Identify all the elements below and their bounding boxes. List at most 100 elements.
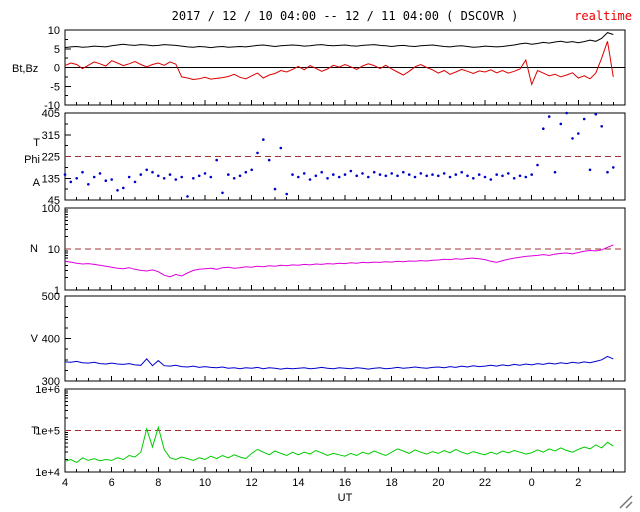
phi-dot bbox=[197, 174, 201, 178]
phi-dot bbox=[454, 173, 458, 176]
y-tick-label: 1 bbox=[54, 285, 60, 297]
phi-dot bbox=[215, 158, 218, 162]
phi-dot bbox=[372, 170, 376, 174]
phi-dot bbox=[407, 173, 411, 176]
y-tick-label: 1e+5 bbox=[35, 426, 60, 438]
phi-dot bbox=[442, 172, 446, 175]
x-tick-label: 0 bbox=[529, 477, 535, 489]
x-axis-label: UT bbox=[338, 492, 353, 504]
phi-dot bbox=[203, 172, 207, 175]
phi-dot bbox=[419, 172, 423, 175]
phi-dot bbox=[355, 174, 359, 178]
phi-dot bbox=[477, 173, 481, 176]
phi-dot bbox=[495, 173, 499, 176]
realtime-label: realtime bbox=[574, 9, 632, 23]
ylabel-phi: Phi bbox=[24, 154, 40, 166]
phi-dot bbox=[524, 175, 528, 179]
phi-dot bbox=[232, 177, 236, 180]
x-tick-label: 22 bbox=[479, 477, 491, 489]
x-tick-label: 2 bbox=[575, 477, 581, 489]
y-tick-label: 0 bbox=[54, 63, 60, 75]
phi-dot bbox=[606, 170, 609, 174]
phi-dot bbox=[192, 177, 195, 180]
resize-grip-icon[interactable] bbox=[619, 495, 633, 509]
x-tick-label: 8 bbox=[155, 477, 161, 489]
phi-dot bbox=[227, 173, 230, 176]
phi-dot bbox=[186, 195, 189, 198]
phi-dot bbox=[448, 175, 452, 179]
x-tick-label: 12 bbox=[246, 477, 258, 489]
series-t bbox=[64, 425, 614, 463]
phi-dot bbox=[536, 163, 539, 167]
phi-dot bbox=[437, 174, 440, 178]
phi-dot bbox=[466, 174, 469, 178]
series-n bbox=[64, 244, 614, 278]
phi-dot bbox=[472, 177, 475, 180]
phi-dot bbox=[367, 175, 370, 179]
phi-dot bbox=[349, 169, 353, 173]
phi-dot bbox=[489, 178, 493, 181]
phi-dot bbox=[302, 172, 306, 175]
phi-dot bbox=[297, 175, 300, 179]
y-tick-label: 5 bbox=[54, 44, 60, 56]
phi-dot bbox=[501, 174, 504, 178]
plot-title: 2017 / 12 / 10 04:00 -- 12 / 11 04:00 ( … bbox=[172, 9, 519, 23]
y-tick-label: 405 bbox=[42, 108, 60, 120]
phi-dot bbox=[512, 177, 516, 180]
series-v bbox=[64, 355, 614, 370]
phi-dot bbox=[326, 177, 329, 180]
phi-dot bbox=[116, 189, 119, 192]
phi-dot bbox=[157, 174, 160, 178]
phi-dot bbox=[402, 170, 405, 174]
phi-dot bbox=[63, 173, 67, 176]
y-tick-label: 300 bbox=[42, 376, 60, 388]
phi-dot bbox=[75, 177, 78, 180]
phi-dot bbox=[238, 174, 242, 178]
phi-dot bbox=[547, 115, 551, 118]
phi-dot bbox=[425, 174, 429, 178]
phi-dot bbox=[122, 186, 125, 190]
phi-dot bbox=[127, 175, 131, 179]
phi-dot bbox=[174, 178, 178, 181]
phi-dot bbox=[390, 172, 394, 175]
phi-dot bbox=[139, 173, 143, 176]
phi-dot bbox=[180, 175, 183, 179]
x-tick-label: 10 bbox=[199, 477, 211, 489]
phi-dot bbox=[98, 172, 102, 175]
phi-dot bbox=[571, 137, 574, 140]
y-tick-label: -10 bbox=[44, 100, 60, 112]
y-tick-label: 135 bbox=[42, 173, 60, 185]
phi-dot bbox=[291, 173, 294, 176]
phi-dot bbox=[337, 175, 341, 179]
ylabel-temperature: T bbox=[31, 425, 38, 437]
phi-dot bbox=[314, 174, 318, 178]
ylabel-velocity: V bbox=[31, 333, 39, 345]
phi-dot bbox=[332, 173, 335, 176]
phi-dot bbox=[308, 178, 312, 181]
phi-dot bbox=[530, 173, 533, 176]
phi-dot bbox=[92, 175, 96, 179]
phi-dot bbox=[483, 175, 487, 179]
x-tick-label: 18 bbox=[386, 477, 398, 489]
phi-dot bbox=[162, 177, 166, 180]
phi-dot bbox=[507, 172, 510, 175]
phi-dot bbox=[104, 179, 108, 182]
x-tick-label: 14 bbox=[292, 477, 304, 489]
phi-dot bbox=[285, 192, 289, 196]
x-tick-label: 20 bbox=[432, 477, 444, 489]
phi-dot bbox=[565, 111, 568, 115]
phi-dot bbox=[250, 168, 253, 172]
phi-dot bbox=[413, 175, 417, 179]
phi-dot bbox=[378, 173, 382, 176]
phi-dot bbox=[262, 138, 265, 141]
phi-dot bbox=[460, 170, 464, 174]
y-tick-label: 10 bbox=[48, 244, 60, 256]
phi-dot bbox=[145, 168, 148, 172]
y-tick-label: 400 bbox=[42, 334, 60, 346]
phi-dot bbox=[384, 174, 388, 178]
y-tick-label: 315 bbox=[42, 130, 60, 142]
phi-dot bbox=[256, 151, 259, 155]
phi-dot bbox=[577, 132, 580, 135]
phi-dot bbox=[168, 173, 172, 176]
phi-dot bbox=[209, 175, 213, 179]
